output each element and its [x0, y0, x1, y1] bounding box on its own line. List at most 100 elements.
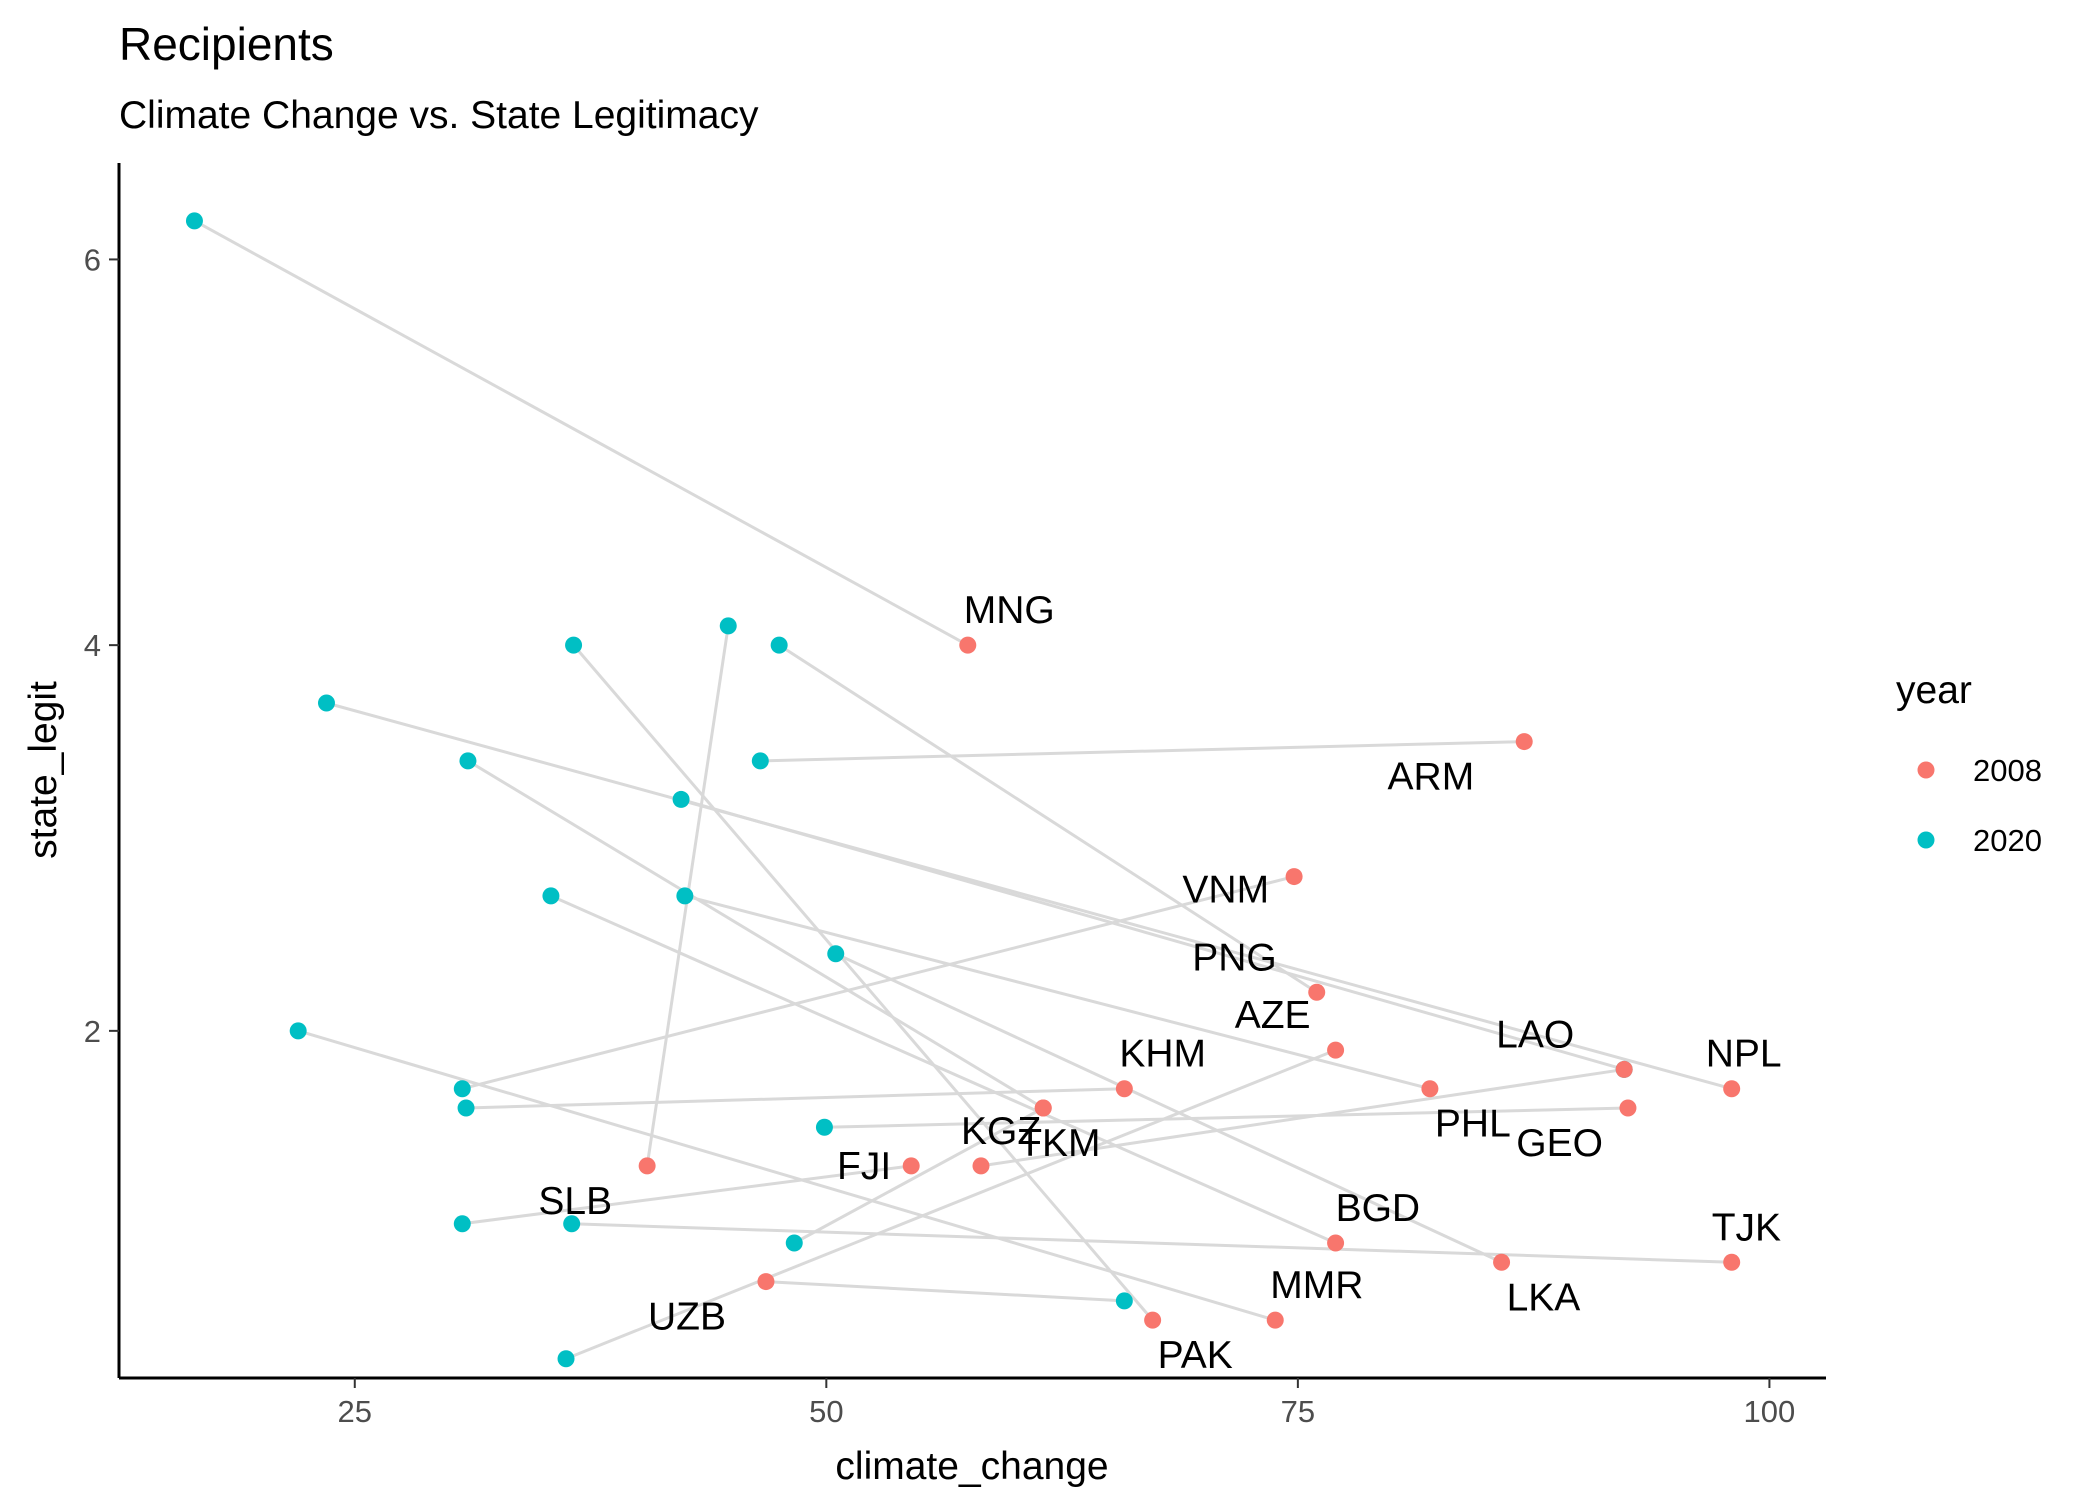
- point-labels-layer: MNG ARM VNM PNG AZE KHM LAO NPL PHL GEO KGZ FJI TKM S…: [538, 589, 1781, 1377]
- connector-line: [778, 643, 1318, 994]
- legend-title: year: [1896, 669, 1972, 712]
- point-2008: [1266, 1311, 1284, 1329]
- point-2008: [1285, 868, 1303, 886]
- connector-line: [467, 759, 1045, 1110]
- point-2008: [972, 1157, 990, 1175]
- point-label-aze: AZE: [1235, 994, 1311, 1037]
- connector-line: [684, 894, 1431, 1091]
- connector-line: [193, 219, 969, 647]
- point-2008: [1619, 1099, 1637, 1117]
- point-label-tjk: TJK: [1712, 1206, 1781, 1249]
- point-2020: [1115, 1292, 1133, 1310]
- legend-label-2020: 2020: [1973, 823, 2042, 858]
- x-tick-label: 75: [1281, 1394, 1315, 1429]
- legend-label-2008: 2008: [1973, 753, 2042, 788]
- point-2008: [1421, 1080, 1439, 1098]
- point-label-lka: LKA: [1507, 1276, 1581, 1319]
- points-layer: [185, 212, 1741, 1368]
- point-label-kgz: KGZ: [961, 1110, 1041, 1153]
- point-2020: [317, 694, 335, 712]
- point-2008: [959, 636, 977, 654]
- connector-line: [326, 701, 1733, 1091]
- point-2008: [1723, 1080, 1741, 1098]
- point-label-khm: KHM: [1119, 1033, 1206, 1076]
- point-2008: [1327, 1234, 1345, 1252]
- point-2020: [557, 1350, 575, 1368]
- point-2020: [542, 887, 560, 905]
- point-2020: [459, 752, 477, 770]
- connector-line: [980, 1067, 1625, 1168]
- point-2008: [1034, 1099, 1052, 1117]
- point-2008: [1308, 983, 1326, 1001]
- point-label-bgd: BGD: [1336, 1187, 1421, 1230]
- point-label-tkm: TKM: [1018, 1122, 1100, 1165]
- y-tick-label: 2: [84, 1014, 101, 1049]
- connector-line: [461, 875, 1295, 1091]
- segments-layer: [193, 219, 1733, 1361]
- point-label-phl: PHL: [1435, 1103, 1511, 1146]
- legend-key-2020: [1917, 831, 1935, 849]
- y-ticks: 2 4 6: [84, 242, 119, 1049]
- connector-line: [550, 894, 1337, 1245]
- point-2020: [719, 617, 737, 635]
- y-tick-label: 4: [84, 628, 101, 663]
- connector-line: [793, 1106, 1044, 1245]
- connector-line: [572, 644, 1154, 1322]
- point-2020: [565, 636, 583, 654]
- connector-line: [835, 952, 1503, 1264]
- x-tick-label: 50: [809, 1394, 843, 1429]
- point-label-pak: PAK: [1158, 1334, 1233, 1377]
- connector-line: [760, 740, 1525, 763]
- point-2020: [185, 212, 203, 230]
- point-label-vnm: VNM: [1182, 869, 1269, 912]
- connector-line: [824, 1106, 1628, 1129]
- point-label-npl: NPL: [1706, 1033, 1782, 1076]
- point-2008: [1515, 733, 1533, 751]
- y-axis-title: state_legit: [22, 681, 65, 859]
- point-2020: [676, 887, 694, 905]
- point-2008: [902, 1157, 920, 1175]
- point-2020: [785, 1234, 803, 1252]
- point-2008: [1144, 1311, 1162, 1329]
- point-label-mng: MNG: [964, 589, 1055, 632]
- point-2020: [453, 1080, 471, 1098]
- point-2008: [638, 1157, 656, 1175]
- point-2008: [1327, 1041, 1345, 1059]
- legend-items: 2008 2020: [1917, 753, 2042, 858]
- x-tick-label: 25: [338, 1394, 372, 1429]
- point-2020: [815, 1118, 833, 1136]
- point-label-png: PNG: [1192, 936, 1277, 979]
- point-label-arm: ARM: [1388, 756, 1475, 799]
- point-2008: [1615, 1060, 1633, 1078]
- point-2020: [672, 790, 690, 808]
- point-2020: [453, 1215, 471, 1233]
- x-ticks: 25 50 75 100: [338, 1378, 1796, 1429]
- connector-line: [571, 1222, 1732, 1264]
- point-2008: [757, 1273, 775, 1291]
- point-label-slb: SLB: [538, 1180, 612, 1223]
- point-2008: [1723, 1253, 1741, 1271]
- x-axis-title: climate_change: [835, 1445, 1108, 1488]
- point-label-fji: FJI: [837, 1145, 891, 1188]
- point-2020: [457, 1099, 475, 1117]
- point-2020: [289, 1022, 307, 1040]
- point-2020: [751, 752, 769, 770]
- point-label-mmr: MMR: [1270, 1264, 1363, 1307]
- point-2020: [563, 1215, 581, 1233]
- x-tick-label: 100: [1744, 1394, 1796, 1429]
- connector-line: [462, 1164, 912, 1226]
- y-tick-label: 6: [84, 242, 101, 277]
- legend: year 2008 2020: [1896, 669, 2042, 858]
- point-label-lao: LAO: [1496, 1013, 1574, 1056]
- point-2008: [1493, 1253, 1511, 1271]
- connector-line: [565, 1048, 1337, 1361]
- point-label-uzb: UZB: [648, 1296, 726, 1339]
- point-2020: [770, 636, 788, 654]
- point-2020: [827, 945, 845, 963]
- connector-line: [765, 1280, 1125, 1303]
- legend-key-2008: [1917, 761, 1935, 779]
- chart-title: Recipients: [119, 18, 334, 70]
- point-label-geo: GEO: [1516, 1122, 1603, 1165]
- chart-subtitle: Climate Change vs. State Legitimacy: [119, 94, 759, 137]
